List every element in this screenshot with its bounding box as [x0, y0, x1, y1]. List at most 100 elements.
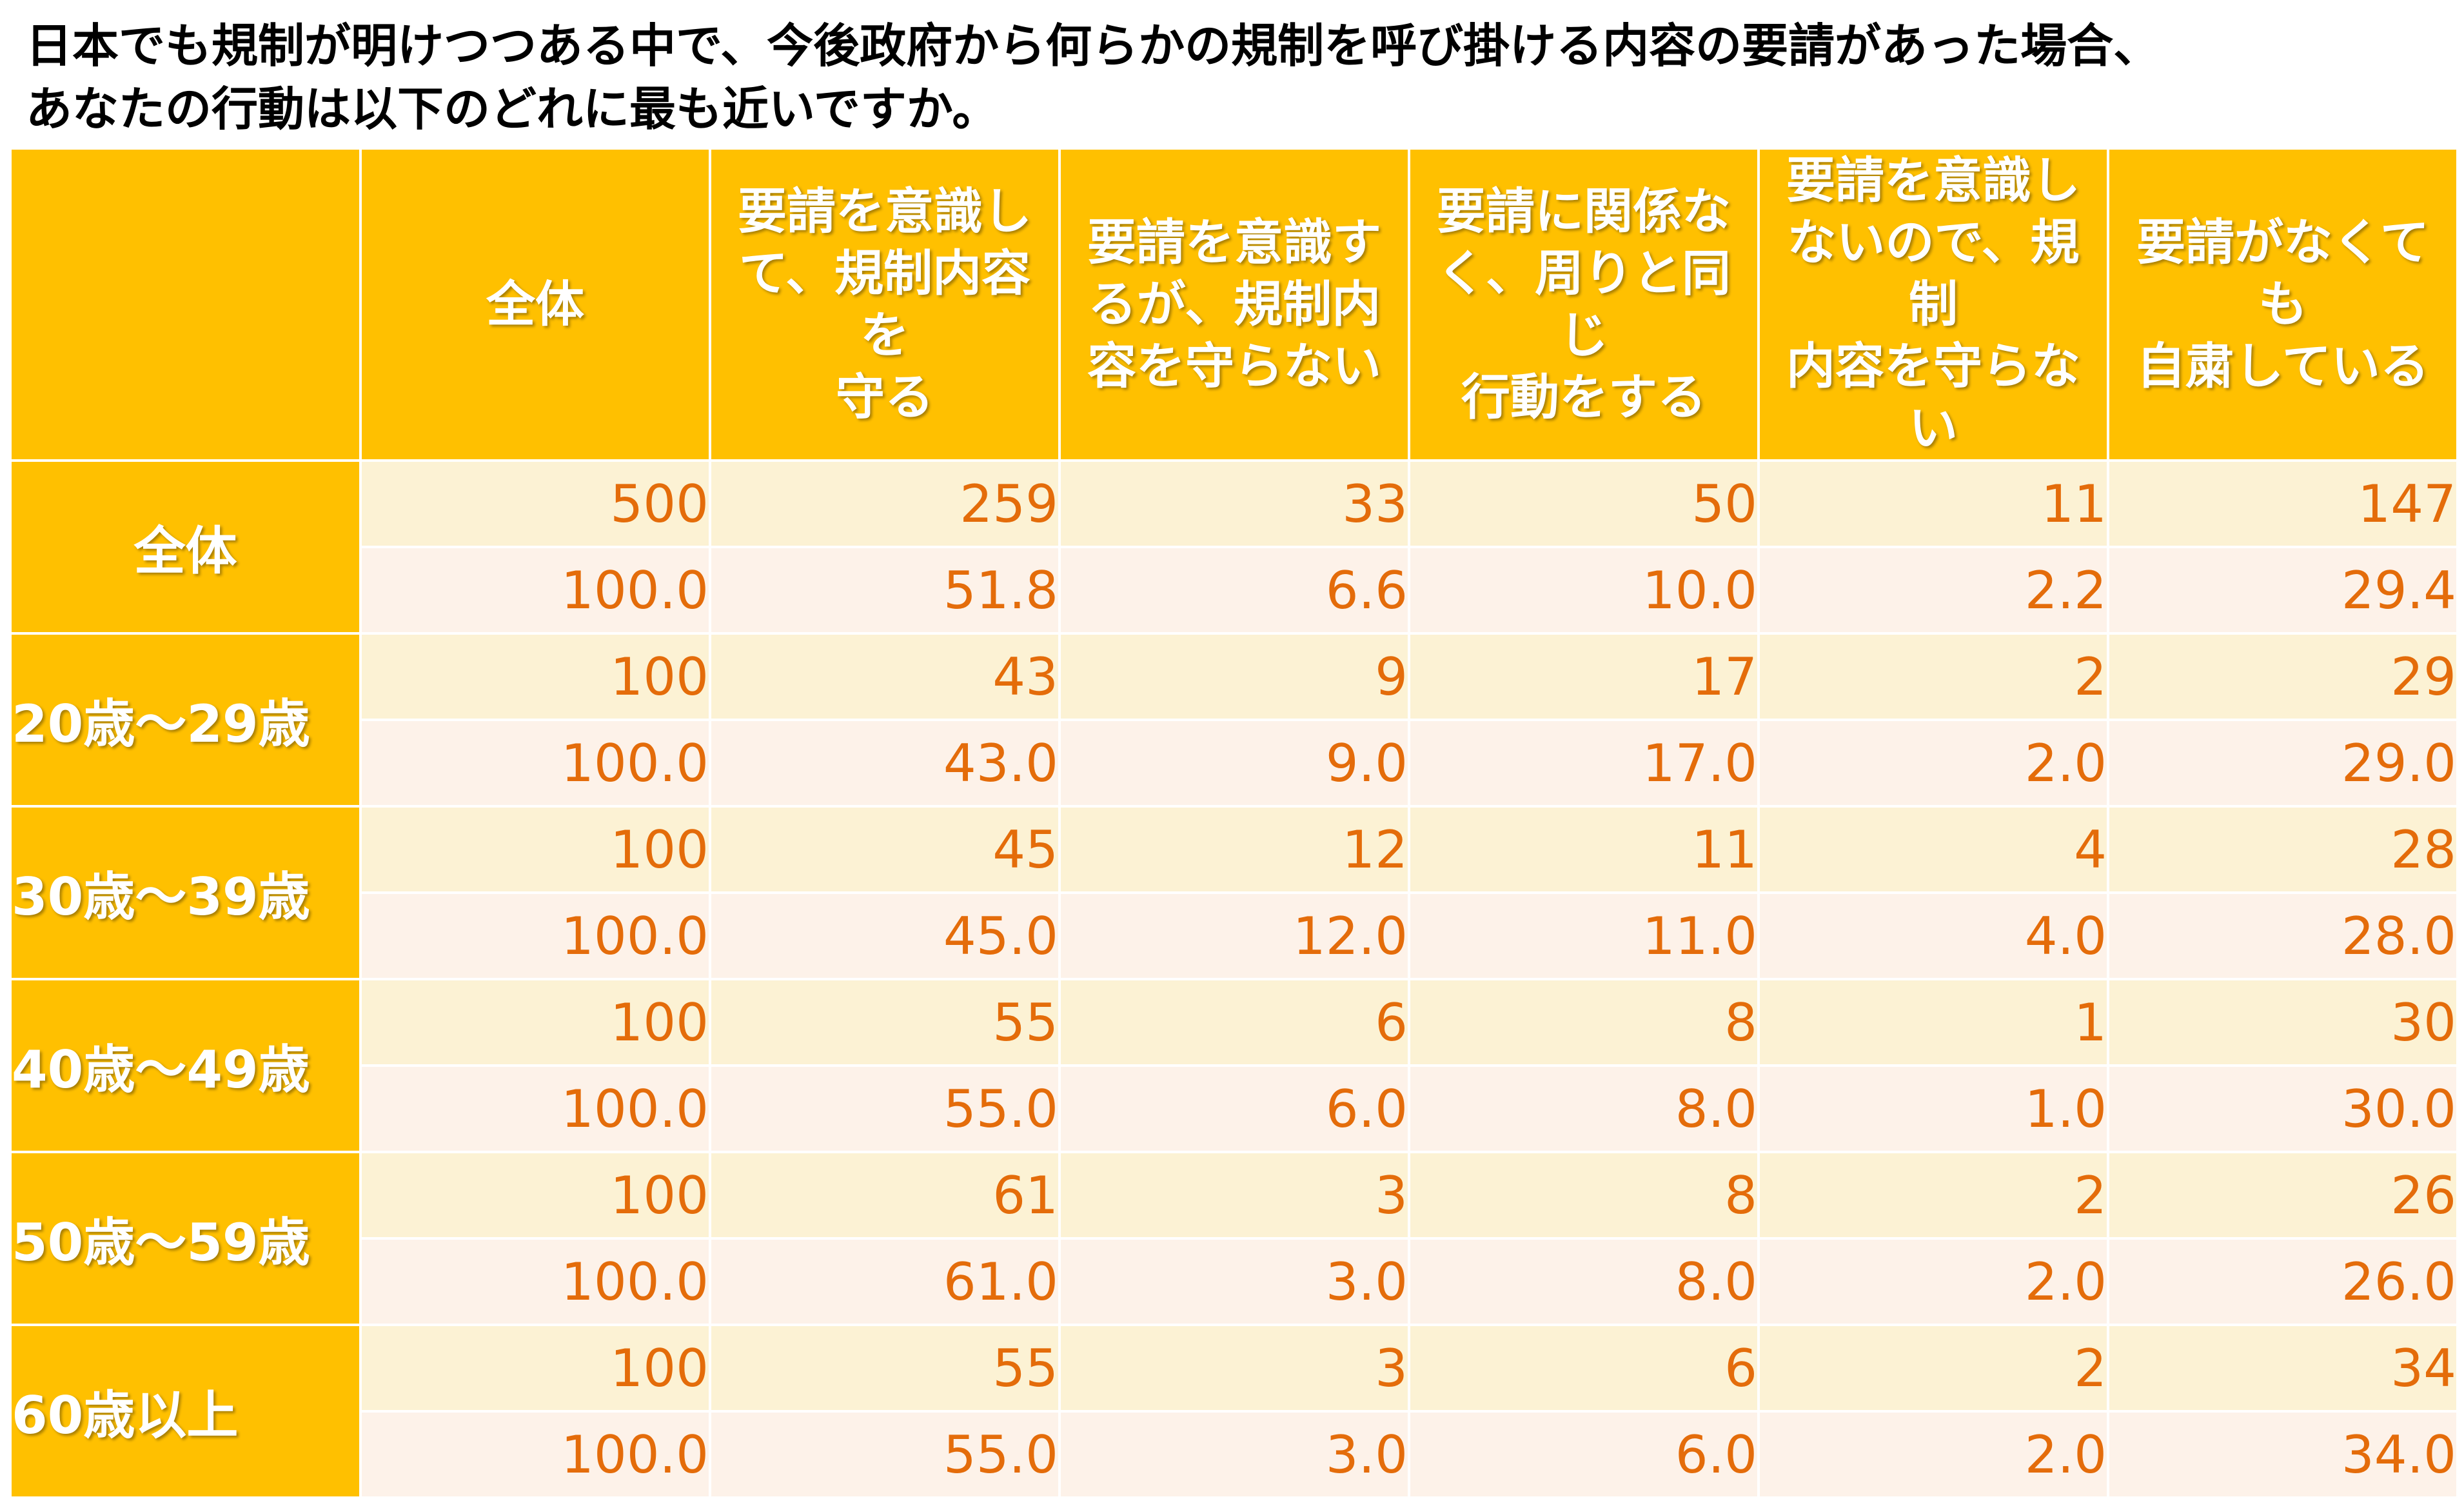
row-header: 60歳以上 [9, 1324, 362, 1499]
count-cell: 61 [709, 1151, 1061, 1240]
table-row-percent: 100.0 55.0 3.0 6.0 2.0 34.0 [10, 1410, 2459, 1499]
percent-cell: 2.2 [1757, 546, 2109, 635]
count-cell: 28 [2107, 805, 2459, 894]
count-cell: 11 [1757, 459, 2109, 548]
count-cell: 2 [1757, 1324, 2109, 1413]
table-title: 日本でも規制が明けつつある中で、今後政府から何らかの規制を呼び掛ける内容の要請が… [26, 14, 2450, 141]
percent-cell: 61.0 [709, 1237, 1061, 1326]
percent-cell: 55.0 [709, 1064, 1061, 1153]
percent-cell: 26.0 [2107, 1237, 2459, 1326]
table-row-percent: 100.0 43.0 9.0 17.0 2.0 29.0 [10, 719, 2459, 808]
percent-cell: 6.6 [1058, 546, 1410, 635]
percent-cell: 11.0 [1408, 891, 1760, 980]
table-row-count: 40歳～49歳 100 55 6 8 1 30 [9, 978, 2459, 1153]
percent-cell: 55.0 [709, 1410, 1061, 1499]
table-row-percent: 100.0 61.0 3.0 8.0 2.0 26.0 [10, 1237, 2459, 1326]
table-body: 全体 500 259 33 50 11 147 100.0 51.8 6.6 10.0 2.2 29.4… [9, 459, 2459, 1499]
percent-cell: 4.0 [1757, 891, 2109, 980]
percent-cell: 3.0 [1058, 1237, 1410, 1326]
corner-cell [9, 147, 362, 462]
column-header-unaware-not-follow: 要請を意識し ないので、規制 内容を守らな い [1757, 147, 2109, 462]
header-row: 全体 要請を意識し て、規制内容を 守る 要請を意識す るが、規制内 容を守らな… [9, 147, 2459, 462]
percent-cell: 100.0 [359, 891, 711, 980]
title-line-2: あなたの行動は以下のどれに最も近いですか。 [26, 82, 999, 136]
count-cell: 33 [1058, 459, 1410, 548]
percent-cell: 34.0 [2107, 1410, 2459, 1499]
table-row-percent: 100.0 55.0 6.0 8.0 1.0 30.0 [10, 1064, 2459, 1153]
count-cell: 8 [1408, 978, 1760, 1067]
count-cell: 1 [1757, 978, 2109, 1067]
percent-cell: 100.0 [359, 1237, 711, 1326]
count-cell: 29 [2107, 632, 2459, 721]
percent-cell: 12.0 [1058, 891, 1410, 980]
count-cell: 100 [359, 978, 711, 1067]
percent-cell: 100.0 [359, 1410, 711, 1499]
count-cell: 6 [1408, 1324, 1760, 1413]
count-cell: 4 [1757, 805, 2109, 894]
count-cell: 3 [1058, 1151, 1410, 1240]
percent-cell: 45.0 [709, 891, 1061, 980]
percent-cell: 29.0 [2107, 719, 2459, 808]
table-row-count: 60歳以上 100 55 3 6 2 34 [9, 1324, 2459, 1499]
count-cell: 45 [709, 805, 1061, 894]
table-row-count: 20歳～29歳 100 43 9 17 2 29 [9, 632, 2459, 808]
count-cell: 100 [359, 632, 711, 721]
count-cell: 2 [1757, 632, 2109, 721]
percent-cell: 43.0 [709, 719, 1061, 808]
count-cell: 17 [1408, 632, 1760, 721]
count-cell: 147 [2107, 459, 2459, 548]
percent-cell: 100.0 [359, 1064, 711, 1153]
count-cell: 6 [1058, 978, 1410, 1067]
percent-cell: 2.0 [1757, 719, 2109, 808]
count-cell: 30 [2107, 978, 2459, 1067]
column-header-label: 要請に関係な く、周りと同じ 行動をする [1437, 183, 1731, 426]
count-cell: 11 [1408, 805, 1760, 894]
count-cell: 55 [709, 978, 1061, 1067]
percent-cell: 100.0 [359, 719, 711, 808]
row-header: 30歳～39歳 [9, 805, 362, 980]
table-row-percent: 100.0 51.8 6.6 10.0 2.2 29.4 [10, 546, 2459, 635]
percent-cell: 51.8 [709, 546, 1061, 635]
count-cell: 12 [1058, 805, 1410, 894]
row-header: 全体 [9, 459, 362, 635]
count-cell: 500 [359, 459, 711, 548]
percent-cell: 10.0 [1408, 546, 1760, 635]
percent-cell: 8.0 [1408, 1237, 1760, 1326]
percent-cell: 30.0 [2107, 1064, 2459, 1153]
count-cell: 26 [2107, 1151, 2459, 1240]
count-cell: 100 [359, 805, 711, 894]
count-cell: 55 [709, 1324, 1061, 1413]
percent-cell: 2.0 [1757, 1410, 2109, 1499]
count-cell: 34 [2107, 1324, 2459, 1413]
row-header: 50歳～59歳 [9, 1151, 362, 1326]
column-header-label: 要請がなくても 自粛している [2136, 213, 2429, 395]
percent-cell: 6.0 [1408, 1410, 1760, 1499]
survey-table: 全体 要請を意識し て、規制内容を 守る 要請を意識す るが、規制内 容を守らな… [9, 147, 2459, 1499]
count-cell: 43 [709, 632, 1061, 721]
row-header: 20歳～29歳 [9, 632, 362, 808]
column-header-follow-others: 要請に関係な く、周りと同じ 行動をする [1408, 147, 1760, 462]
count-cell: 8 [1408, 1151, 1760, 1240]
percent-cell: 6.0 [1058, 1064, 1410, 1153]
column-header-label: 要請を意識し ないので、規制 内容を守らな い [1786, 152, 2080, 457]
table-row-count: 全体 500 259 33 50 11 147 [9, 459, 2459, 635]
percent-cell: 1.0 [1757, 1064, 2109, 1153]
count-cell: 2 [1757, 1151, 2109, 1240]
title-line-1: 日本でも規制が明けつつある中で、今後政府から何らかの規制を呼び掛ける内容の要請が… [26, 19, 2160, 73]
percent-cell: 29.4 [2107, 546, 2459, 635]
column-header-label: 要請を意識し て、規制内容を 守る [738, 183, 1032, 426]
percent-cell: 8.0 [1408, 1064, 1760, 1153]
column-header-follow-rules: 要請を意識し て、規制内容を 守る [709, 147, 1061, 462]
column-header-self-restraint: 要請がなくても 自粛している [2107, 147, 2459, 462]
table-row-count: 30歳～39歳 100 45 12 11 4 28 [9, 805, 2459, 980]
table-row-percent: 100.0 45.0 12.0 11.0 4.0 28.0 [10, 891, 2459, 980]
count-cell: 3 [1058, 1324, 1410, 1413]
table-row-count: 50歳～59歳 100 61 3 8 2 26 [9, 1151, 2459, 1326]
count-cell: 9 [1058, 632, 1410, 721]
count-cell: 259 [709, 459, 1061, 548]
percent-cell: 28.0 [2107, 891, 2459, 980]
percent-cell: 3.0 [1058, 1410, 1410, 1499]
column-header-aware-not-follow: 要請を意識す るが、規制内 容を守らない [1058, 147, 1410, 462]
percent-cell: 17.0 [1408, 719, 1760, 808]
column-header-label: 全体 [486, 275, 584, 333]
